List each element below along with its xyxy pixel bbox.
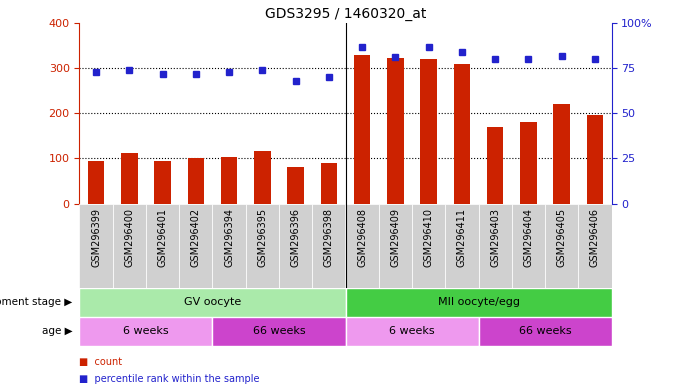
Bar bbox=[578, 204, 612, 288]
Bar bbox=[79, 317, 212, 346]
Text: age ▶: age ▶ bbox=[42, 326, 73, 336]
Text: GSM296409: GSM296409 bbox=[390, 208, 400, 267]
Text: GSM296394: GSM296394 bbox=[224, 208, 234, 267]
Text: GSM296401: GSM296401 bbox=[158, 208, 168, 267]
Text: 6 weeks: 6 weeks bbox=[389, 326, 435, 336]
Bar bbox=[346, 317, 478, 346]
Bar bbox=[212, 317, 346, 346]
Text: 6 weeks: 6 weeks bbox=[123, 326, 169, 336]
Text: GSM296410: GSM296410 bbox=[424, 208, 434, 267]
Text: GSM296399: GSM296399 bbox=[91, 208, 101, 267]
Text: GSM296396: GSM296396 bbox=[291, 208, 301, 267]
Bar bbox=[212, 204, 246, 288]
Bar bbox=[478, 317, 612, 346]
Text: GSM296404: GSM296404 bbox=[523, 208, 533, 267]
Bar bbox=[287, 167, 304, 204]
Bar bbox=[321, 163, 337, 204]
Text: GSM296402: GSM296402 bbox=[191, 208, 201, 267]
Bar bbox=[445, 204, 478, 288]
Text: development stage ▶: development stage ▶ bbox=[0, 297, 73, 308]
Bar bbox=[187, 158, 204, 204]
Bar bbox=[520, 122, 537, 204]
Text: ■  count: ■ count bbox=[79, 357, 122, 367]
Text: GSM296400: GSM296400 bbox=[124, 208, 134, 267]
Text: GSM296411: GSM296411 bbox=[457, 208, 467, 267]
Bar bbox=[246, 204, 279, 288]
Bar bbox=[79, 204, 113, 288]
Bar bbox=[279, 204, 312, 288]
Text: GSM296408: GSM296408 bbox=[357, 208, 367, 267]
Text: ■  percentile rank within the sample: ■ percentile rank within the sample bbox=[79, 374, 260, 384]
Bar bbox=[346, 288, 612, 317]
Title: GDS3295 / 1460320_at: GDS3295 / 1460320_at bbox=[265, 7, 426, 21]
Bar bbox=[487, 127, 504, 204]
Bar bbox=[553, 104, 570, 204]
Text: GSM296406: GSM296406 bbox=[590, 208, 600, 267]
Bar bbox=[121, 153, 138, 204]
Text: GV oocyte: GV oocyte bbox=[184, 297, 241, 308]
Bar bbox=[453, 64, 470, 204]
Bar bbox=[146, 204, 179, 288]
Bar bbox=[512, 204, 545, 288]
Bar bbox=[179, 204, 212, 288]
Bar bbox=[387, 58, 404, 204]
Text: GSM296405: GSM296405 bbox=[557, 208, 567, 267]
Bar bbox=[113, 204, 146, 288]
Bar bbox=[420, 59, 437, 204]
Bar bbox=[379, 204, 412, 288]
Bar bbox=[312, 204, 346, 288]
Bar bbox=[88, 161, 104, 204]
Bar bbox=[354, 55, 370, 204]
Bar bbox=[545, 204, 578, 288]
Bar bbox=[346, 204, 379, 288]
Bar bbox=[478, 204, 512, 288]
Text: MII oocyte/egg: MII oocyte/egg bbox=[437, 297, 520, 308]
Text: GSM296395: GSM296395 bbox=[257, 208, 267, 267]
Text: GSM296398: GSM296398 bbox=[324, 208, 334, 267]
Text: 66 weeks: 66 weeks bbox=[253, 326, 305, 336]
Bar bbox=[412, 204, 445, 288]
Bar bbox=[254, 151, 271, 204]
Text: 66 weeks: 66 weeks bbox=[519, 326, 571, 336]
Bar bbox=[79, 288, 346, 317]
Text: GSM296403: GSM296403 bbox=[490, 208, 500, 267]
Bar bbox=[154, 161, 171, 204]
Bar bbox=[587, 115, 603, 204]
Bar bbox=[221, 157, 238, 204]
